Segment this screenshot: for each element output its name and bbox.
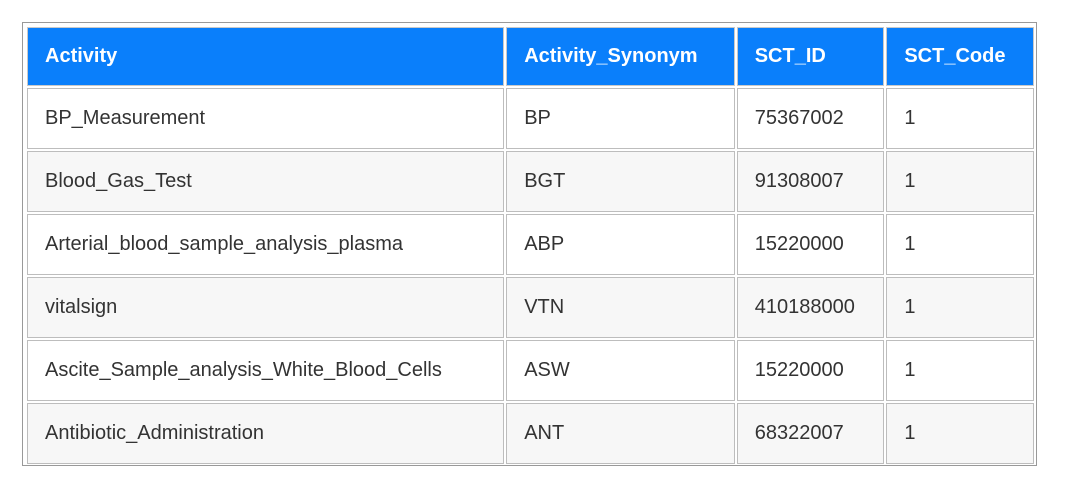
cell-activity: Ascite_Sample_analysis_White_Blood_Cells	[27, 340, 505, 401]
cell-activity: BP_Measurement	[27, 88, 505, 149]
cell-activity-synonym: ANT	[506, 403, 735, 464]
cell-sct-code: 1	[886, 151, 1034, 212]
cell-activity-synonym: ABP	[506, 214, 735, 275]
cell-sct-id: 15220000	[736, 340, 885, 401]
table-row: Arterial_blood_sample_analysis_plasma AB…	[27, 214, 1034, 275]
cell-sct-id: 91308007	[736, 151, 885, 212]
cell-activity-synonym: BGT	[506, 151, 735, 212]
cell-activity-synonym: VTN	[506, 277, 735, 338]
table-container: Activity Activity_Synonym SCT_ID SCT_Cod…	[22, 22, 1037, 466]
cell-sct-id: 75367002	[736, 88, 885, 149]
cell-sct-code: 1	[886, 214, 1034, 275]
cell-activity: Blood_Gas_Test	[27, 151, 505, 212]
table-row: Ascite_Sample_analysis_White_Blood_Cells…	[27, 340, 1034, 401]
cell-activity-synonym: ASW	[506, 340, 735, 401]
table-row: vitalsign VTN 410188000 1	[27, 277, 1034, 338]
cell-sct-id: 68322007	[736, 403, 885, 464]
cell-activity: vitalsign	[27, 277, 505, 338]
header-sct-id[interactable]: SCT_ID	[736, 27, 885, 86]
table-row: Antibiotic_Administration ANT 68322007 1	[27, 403, 1034, 464]
cell-sct-code: 1	[886, 340, 1034, 401]
cell-activity: Arterial_blood_sample_analysis_plasma	[27, 214, 505, 275]
table-row: BP_Measurement BP 75367002 1	[27, 88, 1034, 149]
header-sct-code[interactable]: SCT_Code	[886, 27, 1034, 86]
cell-sct-id: 410188000	[736, 277, 885, 338]
cell-activity-synonym: BP	[506, 88, 735, 149]
cell-activity: Antibiotic_Administration	[27, 403, 505, 464]
header-row: Activity Activity_Synonym SCT_ID SCT_Cod…	[27, 27, 1034, 86]
header-activity-synonym[interactable]: Activity_Synonym	[506, 27, 735, 86]
cell-sct-code: 1	[886, 403, 1034, 464]
activity-table: Activity Activity_Synonym SCT_ID SCT_Cod…	[25, 25, 1036, 466]
header-activity[interactable]: Activity	[27, 27, 505, 86]
cell-sct-code: 1	[886, 88, 1034, 149]
table-row: Blood_Gas_Test BGT 91308007 1	[27, 151, 1034, 212]
cell-sct-id: 15220000	[736, 214, 885, 275]
cell-sct-code: 1	[886, 277, 1034, 338]
